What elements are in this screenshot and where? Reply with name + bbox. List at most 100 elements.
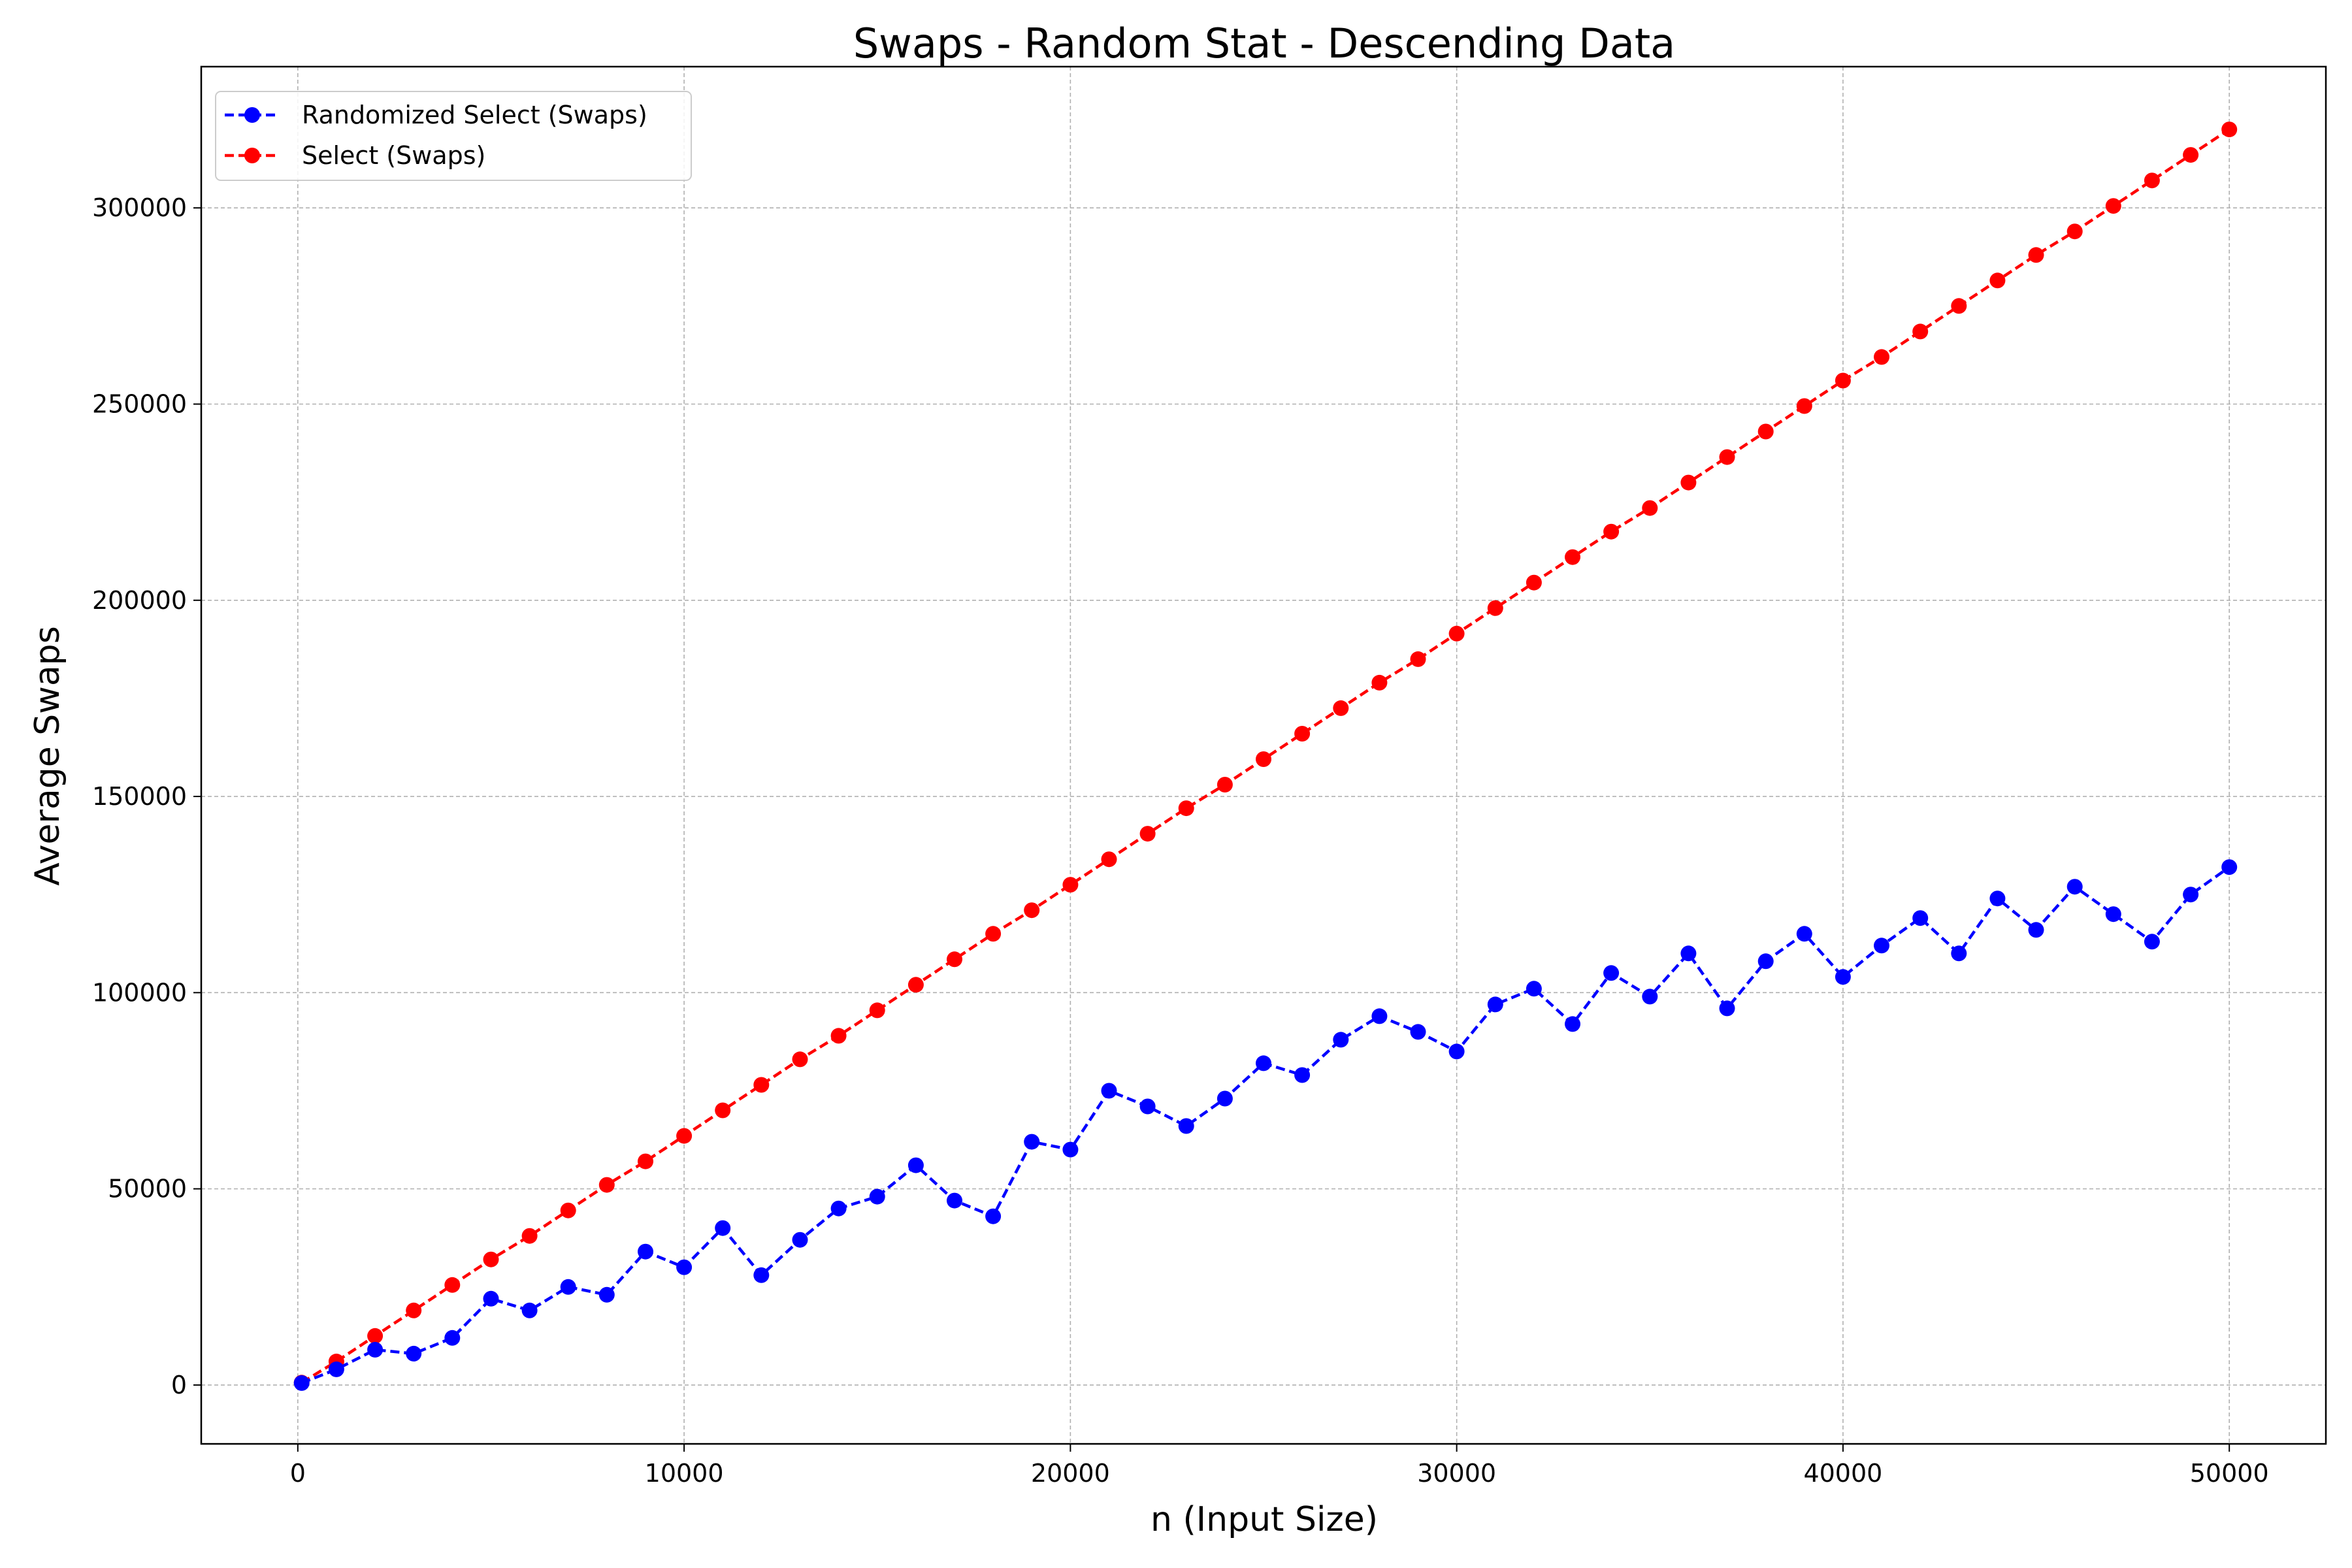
data-point	[1294, 726, 1311, 742]
x-tick-label: 0	[290, 1459, 306, 1488]
data-point	[792, 1051, 808, 1068]
data-point	[1101, 851, 1117, 868]
data-point	[2183, 147, 2199, 163]
data-point	[753, 1077, 770, 1093]
data-point	[1024, 902, 1040, 919]
data-point	[1989, 890, 2006, 907]
data-point	[985, 1208, 1002, 1224]
data-point	[1062, 1141, 1079, 1158]
legend-marker	[244, 148, 260, 163]
data-point	[1062, 877, 1079, 893]
legend: Randomized Select (Swaps) Select (Swaps)	[215, 91, 692, 181]
data-point	[1178, 1118, 1194, 1134]
data-point	[715, 1220, 731, 1236]
data-point	[2144, 172, 2160, 189]
data-point	[907, 977, 924, 993]
y-tick-label: 0	[171, 1371, 187, 1399]
data-point	[2028, 922, 2044, 938]
data-point	[598, 1177, 615, 1193]
data-point	[1912, 910, 1929, 926]
data-point	[1796, 926, 1812, 942]
data-point	[406, 1345, 422, 1362]
data-point	[869, 1188, 885, 1205]
data-point	[483, 1251, 499, 1267]
data-point	[907, 1157, 924, 1173]
x-axis-label: n (Input Size)	[1151, 1500, 1378, 1539]
legend-label: Randomized Select (Swaps)	[302, 101, 647, 129]
data-point	[1526, 574, 1542, 591]
data-point	[406, 1302, 422, 1318]
data-point	[1256, 1055, 1271, 1071]
x-tick-label: 30000	[1417, 1459, 1496, 1488]
data-point	[1951, 298, 1967, 314]
legend-box	[215, 91, 692, 181]
data-point	[1874, 349, 1889, 365]
data-point	[1719, 449, 1735, 465]
data-point	[1217, 1090, 1233, 1107]
data-point	[1526, 981, 1542, 997]
data-point	[753, 1267, 770, 1283]
data-point	[1603, 523, 1620, 540]
data-point	[1448, 1043, 1465, 1060]
y-tick-label: 100000	[92, 978, 187, 1007]
legend-marker	[244, 107, 260, 123]
data-point	[1448, 625, 1465, 642]
y-tick-label: 50000	[108, 1175, 187, 1203]
data-point	[1719, 1000, 1735, 1017]
data-point	[1410, 651, 1426, 667]
data-point	[560, 1279, 576, 1295]
data-point	[1874, 938, 1889, 954]
data-point	[1796, 398, 1812, 414]
data-point	[947, 951, 962, 968]
data-point	[1912, 323, 1929, 340]
data-point	[598, 1286, 615, 1303]
axis-ticks: 0 10000 20000 30000 40000 50000 0 50000 100000 15…	[92, 193, 2269, 1488]
data-point	[1603, 965, 1620, 981]
data-point	[1487, 996, 1503, 1013]
y-tick-label: 250000	[92, 389, 187, 418]
x-tick-label: 10000	[645, 1459, 724, 1488]
data-point	[560, 1202, 576, 1218]
data-point	[676, 1128, 693, 1144]
data-point	[328, 1361, 344, 1377]
y-tick-label: 150000	[92, 782, 187, 811]
data-point	[1139, 1098, 1156, 1115]
y-tick-label: 300000	[92, 193, 187, 222]
data-point	[1565, 1016, 1580, 1032]
data-point	[869, 1002, 885, 1019]
data-point	[830, 1028, 847, 1044]
data-point	[638, 1153, 653, 1169]
plot-area-frame	[200, 65, 2327, 1445]
data-point	[676, 1259, 693, 1275]
data-point	[367, 1328, 384, 1344]
data-point	[1680, 474, 1697, 491]
series-group	[293, 859, 2238, 1391]
data-point	[1139, 826, 1156, 842]
data-point	[2221, 122, 2238, 138]
data-point	[1178, 800, 1194, 817]
data-point	[367, 1341, 384, 1358]
data-point	[2183, 887, 2199, 903]
data-point	[483, 1290, 499, 1307]
data-point	[1371, 674, 1388, 691]
data-point	[1757, 953, 1774, 970]
data-point	[2066, 879, 2083, 895]
data-point	[293, 1375, 310, 1391]
data-point	[521, 1228, 538, 1244]
y-axis-label: Average Swaps	[28, 626, 67, 886]
data-point	[444, 1330, 461, 1346]
x-tick-label: 40000	[1803, 1459, 1882, 1488]
data-point	[1487, 600, 1503, 616]
data-point	[1989, 272, 2006, 289]
data-point	[1565, 549, 1580, 565]
data-point	[2144, 934, 2160, 950]
data-point	[1835, 372, 1851, 389]
data-point	[792, 1232, 808, 1248]
y-tick-label: 200000	[92, 586, 187, 615]
data-point	[2066, 223, 2083, 240]
data-point	[985, 926, 1002, 942]
data-point	[521, 1302, 538, 1318]
data-point	[1680, 945, 1697, 962]
